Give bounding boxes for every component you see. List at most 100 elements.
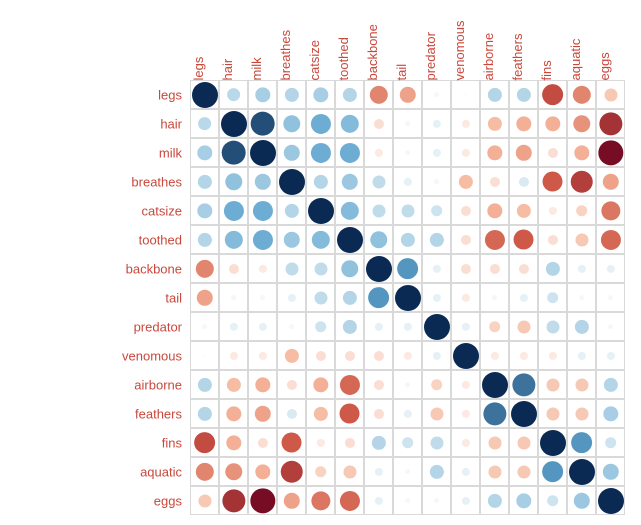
corr-dot <box>575 407 588 420</box>
corr-dot <box>401 204 414 217</box>
corr-dot <box>511 401 537 427</box>
row-label: toothed <box>0 233 182 246</box>
corr-dot <box>576 205 588 217</box>
row-label: predator <box>0 320 182 333</box>
corr-dot <box>339 403 360 424</box>
corr-dot <box>488 436 501 449</box>
corr-dot <box>575 233 588 246</box>
corr-dot <box>250 140 276 166</box>
corr-dot <box>315 321 327 333</box>
row-label: breathes <box>0 175 182 188</box>
row-label: venomous <box>0 349 182 362</box>
corr-dot <box>598 488 624 514</box>
corr-dot <box>513 229 534 250</box>
col-label: eggs <box>598 52 611 80</box>
col-label: venomous <box>453 21 466 81</box>
col-label: legs <box>192 57 205 81</box>
corr-dot <box>289 324 295 330</box>
corr-dot <box>608 295 614 301</box>
corr-dot <box>260 295 266 301</box>
corr-dot <box>430 407 443 420</box>
corr-dot <box>604 88 617 101</box>
corr-dot <box>308 198 334 224</box>
corr-dot <box>434 179 440 185</box>
corr-dot <box>279 169 305 195</box>
corr-dot <box>517 436 530 449</box>
corr-dot <box>405 382 411 388</box>
corr-dot <box>547 495 559 507</box>
corr-dot <box>405 498 411 504</box>
col-label: fins <box>540 60 553 80</box>
row-label: backbone <box>0 262 182 275</box>
corr-dot <box>315 466 327 478</box>
corr-dot <box>198 494 211 507</box>
row-label: aquatic <box>0 465 182 478</box>
corr-dot <box>221 140 246 165</box>
corr-dot <box>579 295 585 301</box>
corr-dot <box>231 295 237 301</box>
corr-dot <box>366 256 392 282</box>
corr-dot <box>547 292 559 304</box>
corr-dot <box>569 459 595 485</box>
col-label: toothed <box>337 37 350 80</box>
corr-dot <box>431 205 443 217</box>
row-label: eggs <box>0 494 182 507</box>
corr-dot <box>397 258 419 280</box>
row-label: milk <box>0 146 182 159</box>
corr-dot <box>281 432 302 453</box>
corr-dot <box>546 407 559 420</box>
corr-dot <box>194 432 216 454</box>
col-label: predator <box>424 32 437 80</box>
corr-dot <box>542 461 564 483</box>
corr-dot <box>431 379 443 391</box>
corr-dot <box>192 82 218 108</box>
corr-dot <box>343 465 356 478</box>
col-label: tail <box>395 64 408 81</box>
corr-dot <box>434 498 440 504</box>
corr-dot <box>546 378 559 391</box>
row-label: airborne <box>0 378 182 391</box>
row-label: hair <box>0 117 182 130</box>
corr-dot <box>517 465 530 478</box>
corr-dot <box>540 430 566 456</box>
corr-dot <box>372 204 385 217</box>
col-label: feathers <box>511 34 524 81</box>
row-label: tail <box>0 291 182 304</box>
corr-dot <box>605 437 617 449</box>
corr-dot <box>546 320 559 333</box>
corr-dot <box>368 287 390 309</box>
corr-dot <box>482 372 508 398</box>
corr-dot <box>395 285 421 311</box>
corr-dot <box>434 92 440 98</box>
corr-dot <box>405 469 411 475</box>
corr-dot <box>575 378 588 391</box>
corr-dot <box>402 437 414 449</box>
col-label: milk <box>250 57 263 80</box>
corr-dot <box>453 343 479 369</box>
corr-dot <box>405 121 411 127</box>
corr-dot <box>489 321 501 333</box>
corr-dot <box>280 460 303 483</box>
col-label: airborne <box>482 33 495 81</box>
corr-dot <box>492 295 498 301</box>
corr-dot <box>517 320 530 333</box>
corr-dot <box>430 436 443 449</box>
corr-dot <box>570 170 593 193</box>
corr-dot <box>405 150 411 156</box>
col-label: catsize <box>308 40 321 80</box>
col-label: backbone <box>366 24 379 80</box>
corr-dot <box>203 354 207 358</box>
col-label: hair <box>221 59 234 81</box>
corr-dot <box>464 93 468 97</box>
corr-dot <box>285 262 298 275</box>
corr-dot <box>314 262 327 275</box>
corr-dot <box>227 88 241 102</box>
row-label: fins <box>0 436 182 449</box>
corr-dot <box>542 171 563 192</box>
corr-dot <box>202 324 208 330</box>
row-label: catsize <box>0 204 182 217</box>
col-label: breathes <box>279 30 292 81</box>
corr-dot <box>608 324 614 330</box>
corr-dot <box>250 111 275 136</box>
row-label: feathers <box>0 407 182 420</box>
